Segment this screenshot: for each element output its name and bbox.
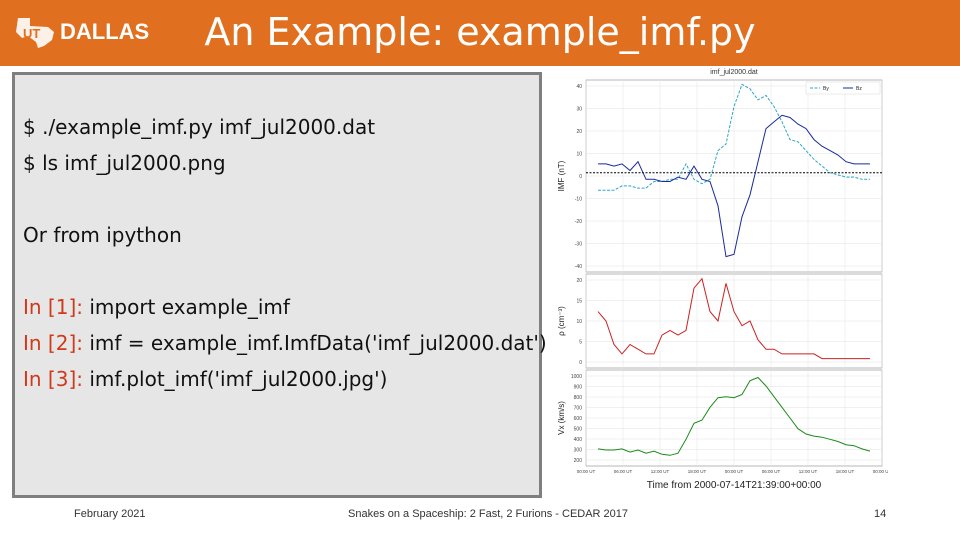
x-tick-label: 00:00 UT <box>873 469 888 474</box>
x-tick-label: 06:00 UT <box>762 469 781 474</box>
ipython-line-3: In [3]: imf.plot_imf('imf_jul2000.jpg') <box>23 367 387 391</box>
shell-command-ls: $ ls imf_jul2000.png <box>23 151 226 175</box>
y-axis-label-1: IMF (nT) <box>557 160 566 191</box>
y-tick-label: -10 <box>575 197 582 203</box>
y-tick-label: 20 <box>576 278 582 284</box>
in-prompt-1: In [1]: <box>23 295 83 319</box>
y-tick-label: 800 <box>574 395 583 401</box>
in-prompt-3: In [3]: <box>23 367 83 391</box>
plot-title: imf_jul2000.dat <box>710 69 758 76</box>
ipython-line-1: In [1]: import example_imf <box>23 295 290 319</box>
x-tick-label: 00:00 UT <box>577 469 596 474</box>
in-code-1: import example_imf <box>83 295 290 319</box>
y-tick-label: 0 <box>579 360 582 366</box>
y-tick-label: 600 <box>574 416 583 422</box>
code-panel: $ ./example_imf.py imf_jul2000.dat $ ls … <box>12 72 547 498</box>
x-tick-label: 12:00 UT <box>651 469 670 474</box>
logo-text: DALLAS <box>60 19 150 44</box>
ipython-line-2: In [2]: imf = example_imf.ImfData('imf_j… <box>23 331 547 355</box>
y-axis-label-2: ρ (cm⁻³) <box>557 306 566 336</box>
slide-number: 14 <box>874 508 887 520</box>
y-tick-label: 20 <box>576 129 582 135</box>
legend-label-bz: Bz <box>856 86 862 92</box>
x-tick-label: 18:00 UT <box>836 469 855 474</box>
x-tick-label: 12:00 UT <box>799 469 818 474</box>
header-bar: UT DALLAS An Example: example_imf.py <box>0 0 960 66</box>
y-tick-label: 10 <box>576 319 582 325</box>
ut-dallas-logo: UT DALLAS <box>14 14 149 50</box>
y-tick-label: 10 <box>576 152 582 158</box>
y-tick-label: 30 <box>576 107 582 113</box>
in-code-2: imf = example_imf.ImfData('imf_jul2000.d… <box>83 331 547 355</box>
svg-text:UT: UT <box>23 26 40 41</box>
legend-label-by: By <box>823 86 829 92</box>
shell-command-run: $ ./example_imf.py imf_jul2000.dat <box>23 115 376 139</box>
series-line-2-1 <box>597 277 870 360</box>
footer-date: February 2021 <box>74 508 146 520</box>
y-tick-label: 700 <box>574 406 583 412</box>
x-tick-label: 18:00 UT <box>688 469 707 474</box>
x-tick-label: 06:00 UT <box>614 469 633 474</box>
y-tick-label: 15 <box>576 299 582 305</box>
series-line-1-1 <box>598 83 870 191</box>
y-axis-label-3: Vx (km/s) <box>557 401 566 435</box>
x-axis-label: Time from 2000-07-14T21:39:00+00:00 <box>647 480 822 491</box>
y-tick-label: -30 <box>575 242 582 248</box>
in-code-3: imf.plot_imf('imf_jul2000.jpg') <box>83 367 388 391</box>
series-line-1-2 <box>598 114 870 258</box>
slide-title: An Example: example_imf.py <box>204 10 756 54</box>
y-tick-label: 500 <box>574 427 583 433</box>
y-tick-label: 900 <box>574 385 583 391</box>
footer-center-text: Snakes on a Spaceship: 2 Fast, 2 Furions… <box>348 508 629 520</box>
imf-plot-figure: imf_jul2000.dat 40 30 20 10 0 -10 -20 -30 -40 IMF … <box>557 69 888 491</box>
y-tick-label: -20 <box>575 219 582 225</box>
in-prompt-2: In [2]: <box>23 331 83 355</box>
y-tick-label: 0 <box>579 174 582 180</box>
y-tick-label: 200 <box>574 458 583 464</box>
ipython-intro: Or from ipython <box>23 223 182 247</box>
y-tick-label: 40 <box>576 84 582 90</box>
x-tick-label: 00:00 UT <box>725 469 744 474</box>
y-tick-label: 300 <box>574 448 583 454</box>
y-tick-label: 5 <box>579 340 582 346</box>
y-tick-label: 400 <box>574 437 583 443</box>
series-line-3-1 <box>597 376 871 456</box>
texas-shape-icon: UT <box>16 18 54 48</box>
y-tick-label: -40 <box>575 264 582 270</box>
y-tick-label: 1000 <box>571 374 582 380</box>
